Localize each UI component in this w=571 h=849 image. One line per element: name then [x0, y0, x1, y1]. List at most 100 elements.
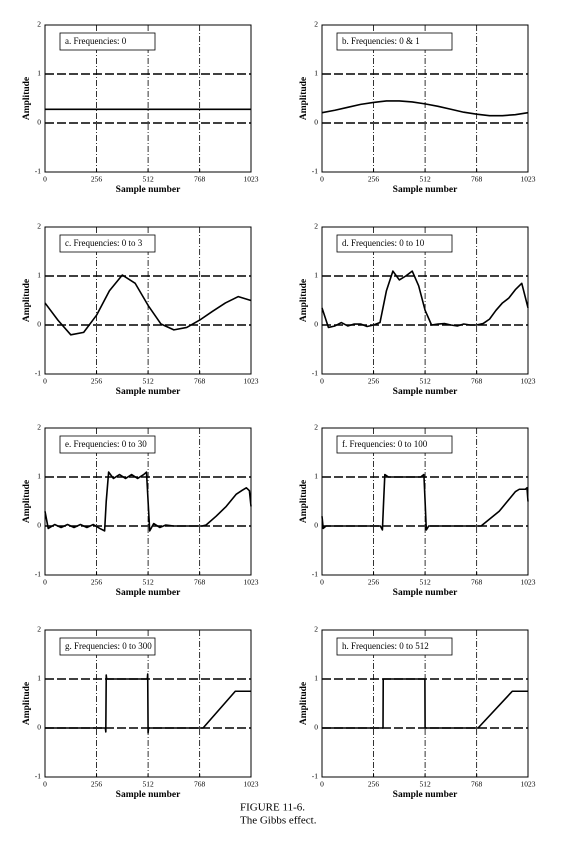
- x-tick-label: 512: [419, 578, 431, 587]
- x-tick-label: 0: [320, 377, 324, 386]
- y-tick-label: 0: [37, 118, 41, 127]
- x-axis-label: Sample number: [393, 387, 458, 397]
- x-tick-label: 512: [142, 780, 154, 789]
- y-tick-label: 0: [37, 521, 41, 530]
- y-tick-label: 2: [314, 423, 318, 432]
- y-tick-label: 1: [37, 472, 41, 481]
- x-axis-label: Sample number: [116, 588, 181, 598]
- y-tick-label: -1: [312, 369, 318, 378]
- chart-title: b. Frequencies: 0 & 1: [342, 36, 420, 46]
- x-axis-label: Sample number: [393, 588, 458, 598]
- y-axis-label: Amplitude: [299, 682, 309, 725]
- y-tick-label: 1: [314, 271, 318, 280]
- x-tick-label: 256: [368, 578, 380, 587]
- signal-line: [44, 274, 252, 336]
- y-axis-label: Amplitude: [22, 682, 32, 725]
- y-axis-label: Amplitude: [22, 279, 32, 322]
- x-tick-label: 256: [91, 578, 103, 587]
- title-box: [336, 32, 453, 51]
- y-tick-label: 2: [37, 222, 41, 231]
- signal-line: [44, 471, 252, 532]
- title-box: [59, 435, 156, 454]
- x-tick-label: 256: [368, 780, 380, 789]
- y-tick-label: 0: [314, 521, 318, 530]
- x-axis-label: Sample number: [116, 790, 181, 800]
- chart-title: e. Frequencies: 0 to 30: [65, 439, 147, 449]
- y-tick-label: -1: [312, 772, 318, 781]
- y-tick-label: 0: [37, 320, 41, 329]
- y-tick-label: 1: [314, 69, 318, 78]
- x-axis-label: Sample number: [393, 185, 458, 195]
- chart-title: f. Frequencies: 0 to 100: [342, 439, 428, 449]
- x-tick-label: 512: [419, 175, 431, 184]
- y-tick-label: 1: [314, 674, 318, 683]
- x-tick-label: 0: [320, 780, 324, 789]
- x-tick-label: 1023: [521, 578, 536, 587]
- x-tick-label: 1023: [244, 780, 259, 789]
- x-tick-label: 1023: [244, 578, 259, 587]
- y-tick-label: 2: [314, 20, 318, 29]
- y-tick-label: 2: [37, 625, 41, 634]
- x-tick-label: 768: [194, 377, 206, 386]
- x-tick-label: 512: [419, 377, 431, 386]
- x-tick-label: 768: [194, 578, 206, 587]
- signal-line: [45, 673, 251, 734]
- y-axis-label: Amplitude: [299, 77, 309, 120]
- x-tick-label: 768: [471, 578, 483, 587]
- title-box: [336, 234, 453, 253]
- y-tick-label: 1: [37, 69, 41, 78]
- x-tick-label: 768: [471, 175, 483, 184]
- y-tick-label: 2: [314, 222, 318, 231]
- y-axis-label: Amplitude: [22, 77, 32, 120]
- x-tick-label: 768: [471, 780, 483, 789]
- y-tick-label: 2: [37, 20, 41, 29]
- y-tick-label: 2: [37, 423, 41, 432]
- x-tick-label: 1023: [521, 780, 536, 789]
- x-tick-label: 0: [43, 175, 47, 184]
- x-tick-label: 0: [43, 780, 47, 789]
- x-tick-label: 512: [142, 175, 154, 184]
- title-box: [59, 234, 156, 253]
- y-tick-label: 1: [314, 472, 318, 481]
- signal-line: [321, 100, 529, 117]
- chart-title: d. Frequencies: 0 to 10: [342, 238, 425, 248]
- x-axis-label: Sample number: [116, 185, 181, 195]
- y-tick-label: 1: [37, 674, 41, 683]
- x-axis-label: Sample number: [116, 387, 181, 397]
- x-tick-label: 1023: [521, 175, 536, 184]
- y-tick-label: 0: [314, 320, 318, 329]
- x-tick-label: 768: [194, 780, 206, 789]
- figure-label: FIGURE 11-6.: [240, 802, 305, 814]
- x-tick-label: 1023: [521, 377, 536, 386]
- x-tick-label: 256: [91, 377, 103, 386]
- y-tick-label: -1: [35, 167, 41, 176]
- x-tick-label: 512: [419, 780, 431, 789]
- x-tick-label: 0: [43, 377, 47, 386]
- x-tick-label: 256: [91, 780, 103, 789]
- figure-caption: The Gibbs effect.: [240, 815, 317, 827]
- title-box: [336, 637, 453, 656]
- signal-line: [321, 473, 529, 531]
- y-tick-label: -1: [312, 167, 318, 176]
- y-tick-label: 1: [37, 271, 41, 280]
- chart-title: h. Frequencies: 0 to 512: [342, 641, 429, 651]
- title-box: [59, 32, 156, 51]
- chart-title: c. Frequencies: 0 to 3: [65, 238, 143, 248]
- x-tick-label: 0: [43, 578, 47, 587]
- y-tick-label: 0: [314, 723, 318, 732]
- x-tick-label: 768: [471, 377, 483, 386]
- x-tick-label: 512: [142, 578, 154, 587]
- x-tick-label: 768: [194, 175, 206, 184]
- x-axis-label: Sample number: [393, 790, 458, 800]
- x-tick-label: 0: [320, 175, 324, 184]
- y-axis-label: Amplitude: [22, 480, 32, 523]
- y-tick-label: -1: [35, 369, 41, 378]
- y-axis-label: Amplitude: [299, 279, 309, 322]
- x-tick-label: 512: [142, 377, 154, 386]
- y-tick-label: 0: [314, 118, 318, 127]
- x-tick-label: 256: [91, 175, 103, 184]
- y-tick-label: 0: [37, 723, 41, 732]
- signal-line: [322, 678, 528, 729]
